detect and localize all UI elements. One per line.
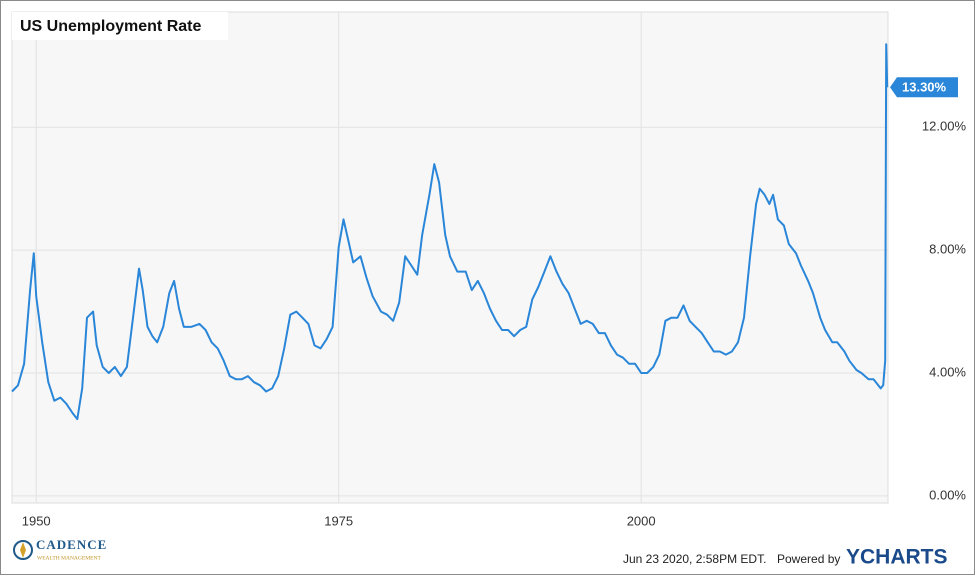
title-box	[12, 12, 228, 40]
timestamp: Jun 23 2020, 2:58PM EDT.	[623, 552, 766, 566]
series-line	[11, 43, 889, 421]
y-tick-label: 12.00%	[922, 119, 967, 134]
logo: CADENCE WEALTH MANAGEMENT	[13, 537, 107, 561]
current-value-label: 13.30%	[902, 80, 947, 95]
y-tick-label: 0.00%	[929, 487, 966, 502]
current-value-flag: 13.30%	[890, 77, 958, 98]
lines	[11, 43, 889, 421]
logo-name: CADENCE	[36, 537, 107, 552]
powered-by: Powered by	[777, 552, 840, 566]
x-tick-label: 1950	[22, 513, 51, 528]
chart-title: US Unemployment Rate	[20, 18, 201, 35]
grid	[12, 12, 888, 503]
current-value-marker	[890, 77, 958, 98]
y-tick-label: 4.00%	[929, 364, 966, 379]
logo-icon	[13, 540, 33, 560]
x-tick-label: 1975	[324, 513, 353, 528]
logo-icon	[20, 542, 26, 558]
brand: YCHARTS	[846, 546, 948, 569]
x-tick-label: 2000	[627, 513, 656, 528]
logo-tagline: WEALTH MANAGEMENT	[37, 555, 101, 561]
y-tick-label: 8.00%	[929, 242, 966, 257]
